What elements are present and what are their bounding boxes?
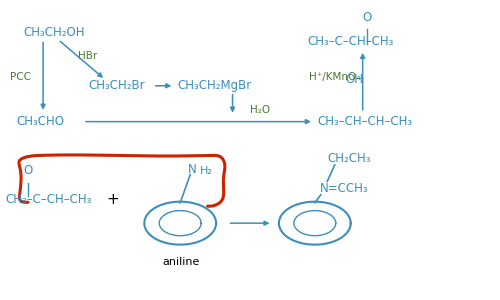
Text: CH₃–C–CH–CH₃: CH₃–C–CH–CH₃ [308,34,394,47]
Text: CH₃CHO: CH₃CHO [16,115,64,128]
Text: PCC: PCC [10,72,30,82]
Text: O: O [362,11,372,24]
Text: CH₃–C–CH–CH₃: CH₃–C–CH–CH₃ [6,193,92,206]
Text: H⁺/KMnO₄: H⁺/KMnO₄ [309,72,360,82]
Text: aniline: aniline [162,257,200,267]
Text: N: N [188,163,196,176]
Text: CH₃–CH–CH–CH₃: CH₃–CH–CH–CH₃ [318,115,412,128]
Text: H₂O: H₂O [250,105,270,115]
Text: O: O [24,164,32,177]
Text: CH₂CH₃: CH₂CH₃ [328,152,371,166]
Text: N=CCH₃: N=CCH₃ [320,182,368,195]
Text: H₂: H₂ [200,166,213,176]
Text: OH: OH [346,73,364,86]
Text: CH₃CH₂OH: CH₃CH₂OH [23,26,84,38]
Text: CH₃CH₂MgBr: CH₃CH₂MgBr [178,79,252,92]
Text: HBr: HBr [78,51,97,61]
Text: +: + [106,192,120,207]
Text: CH₃CH₂Br: CH₃CH₂Br [88,79,144,92]
